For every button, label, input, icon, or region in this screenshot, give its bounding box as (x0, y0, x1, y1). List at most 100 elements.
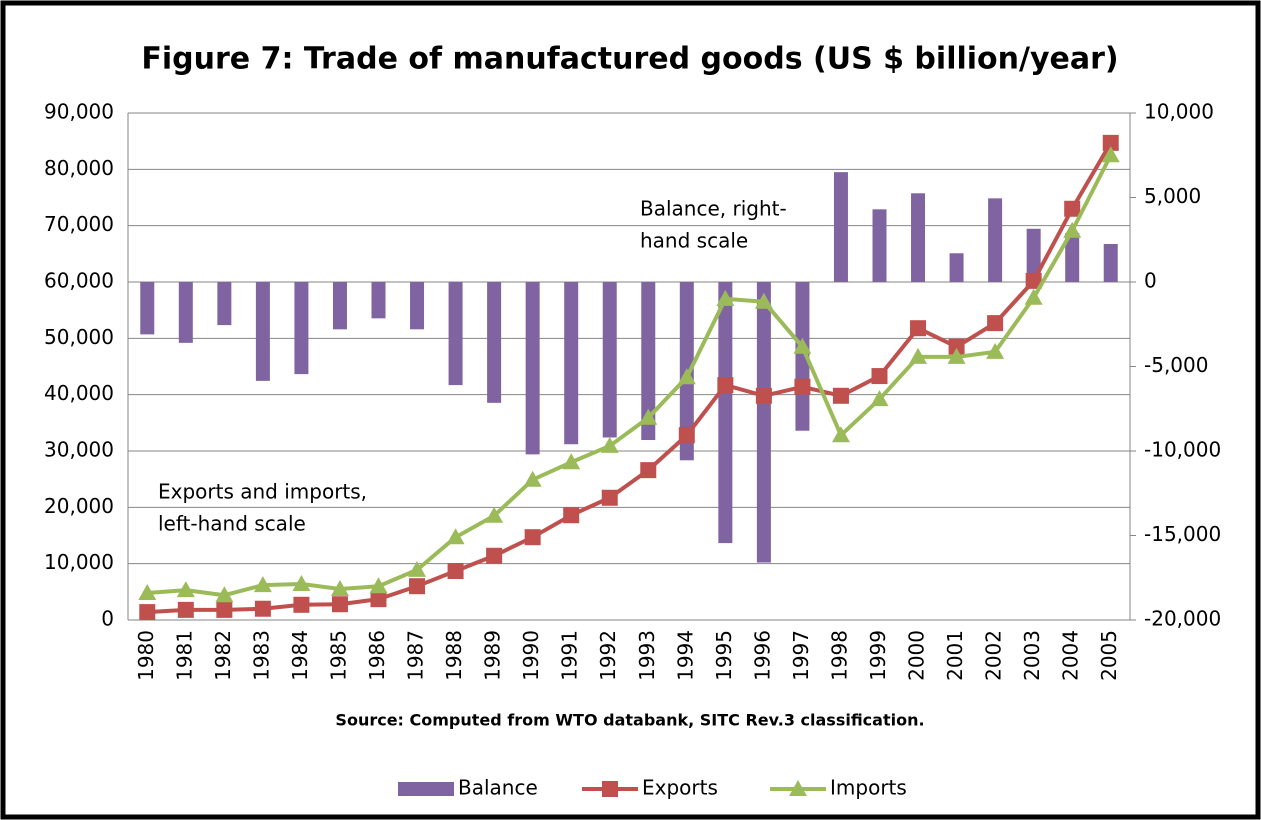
source-note: Source: Computed from WTO databank, SITC… (335, 711, 924, 730)
marker (447, 562, 464, 579)
x-tick-label: 1986 (365, 630, 389, 681)
y-tick-label: 40,000 (44, 381, 114, 405)
x-tick-label: 2001 (943, 630, 967, 681)
x-tick-label: 1984 (288, 630, 312, 681)
x-tick-label: 1991 (558, 630, 582, 681)
x-tick-label: 1981 (172, 630, 196, 681)
bar (949, 253, 964, 282)
x-tick-label: 1980 (134, 630, 158, 681)
y2-tick-label: 0 (1144, 269, 1157, 293)
marker (485, 506, 504, 523)
marker (330, 580, 349, 597)
x-tick-label: 1996 (750, 630, 774, 681)
marker (832, 387, 849, 404)
legend-marker (602, 781, 618, 797)
bar (178, 282, 193, 343)
marker (948, 338, 965, 355)
marker (678, 427, 695, 444)
y2-tick-label: 5,000 (1144, 184, 1201, 208)
marker (486, 547, 503, 564)
y2-tick-label: -20,000 (1144, 607, 1221, 631)
marker (1025, 272, 1042, 289)
annotation: Balance, right- (640, 197, 787, 221)
marker (717, 377, 734, 394)
bar (718, 282, 733, 544)
marker (215, 586, 234, 603)
marker (408, 560, 427, 577)
x-tick-label: 2000 (905, 630, 929, 681)
marker (639, 408, 658, 425)
x-tick-label: 1998 (827, 630, 851, 681)
x-tick-label: 1985 (326, 630, 350, 681)
marker (793, 337, 812, 354)
marker (601, 489, 618, 506)
bar (872, 209, 887, 282)
bar (255, 282, 270, 381)
marker (909, 347, 928, 364)
marker (138, 583, 157, 600)
marker (1024, 288, 1043, 305)
marker (253, 576, 272, 593)
marker (871, 368, 888, 385)
bar (487, 282, 502, 403)
x-tick-label: 1987 (404, 630, 428, 681)
marker (1102, 134, 1119, 151)
marker (986, 342, 1005, 359)
marker (293, 596, 310, 613)
bar (1065, 232, 1080, 282)
y2-tick-label: -5,000 (1144, 353, 1208, 377)
x-tick-label: 1994 (673, 630, 697, 681)
marker (177, 601, 194, 618)
legend-label: Imports (830, 776, 907, 800)
marker (216, 601, 233, 618)
marker (369, 577, 388, 594)
marker (910, 320, 927, 337)
x-tick-label: 1997 (789, 630, 813, 681)
y-tick-label: 80,000 (44, 156, 114, 180)
y-tick-label: 50,000 (44, 325, 114, 349)
marker (254, 600, 271, 617)
bar (332, 282, 347, 330)
x-tick-label: 1983 (249, 630, 273, 681)
x-tick-label: 2005 (1097, 630, 1121, 681)
annotation: Exports and imports, (158, 480, 367, 504)
annotation: left-hand scale (158, 512, 306, 536)
y-tick-label: 90,000 (44, 100, 114, 124)
y2-tick-label: 10,000 (1144, 100, 1214, 124)
marker (563, 507, 580, 524)
legend-label: Exports (642, 776, 718, 800)
bar (833, 172, 848, 282)
bar (641, 282, 656, 441)
marker (1064, 200, 1081, 217)
bar (217, 282, 232, 326)
bar (140, 282, 155, 335)
y-tick-label: 70,000 (44, 212, 114, 236)
bar (294, 282, 309, 375)
marker (947, 347, 966, 364)
y-tick-label: 0 (101, 607, 114, 631)
marker (794, 378, 811, 395)
y-tick-label: 10,000 (44, 550, 114, 574)
bar (1103, 243, 1118, 282)
y2-tick-label: -15,000 (1144, 522, 1221, 546)
bar (371, 282, 386, 319)
marker (716, 289, 735, 306)
x-tick-label: 1989 (481, 630, 505, 681)
marker (755, 387, 772, 404)
bar (410, 282, 425, 330)
marker (139, 604, 156, 621)
marker (600, 436, 619, 453)
x-tick-label: 1993 (635, 630, 659, 681)
x-tick-label: 2004 (1059, 630, 1083, 681)
x-tick-label: 1988 (442, 630, 466, 681)
bar (1026, 228, 1041, 282)
marker (677, 368, 696, 385)
legend-label: Balance (458, 776, 538, 800)
bar (448, 282, 463, 386)
x-tick-label: 1990 (519, 630, 543, 681)
bar (911, 193, 926, 282)
bar (525, 282, 540, 455)
marker (831, 426, 850, 443)
marker (640, 462, 657, 479)
